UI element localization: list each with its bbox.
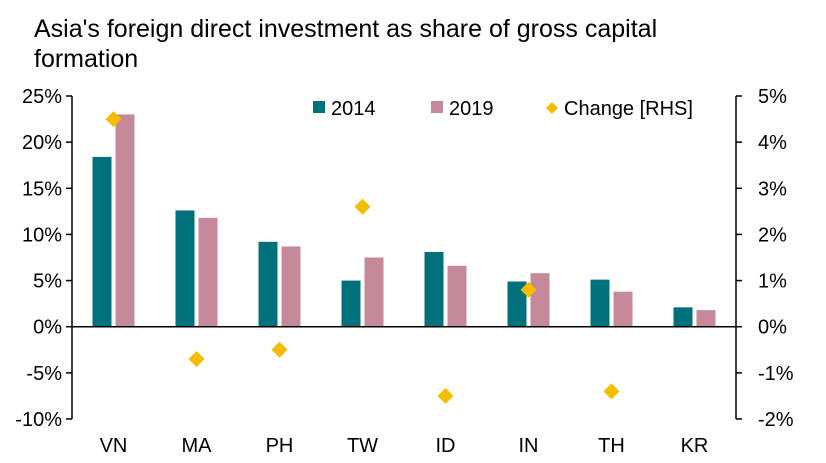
bar-2019-MA xyxy=(198,217,218,327)
left-axis-tick-label: 10% xyxy=(22,224,62,246)
bar-2014-MA xyxy=(175,210,195,327)
change-marker-IN xyxy=(520,281,537,298)
bars xyxy=(92,114,716,327)
bar-2019-KR xyxy=(696,310,716,327)
x-axis-labels: VN MA PH TW ID IN TH KR xyxy=(100,435,709,457)
x-axis-label-ID: ID xyxy=(436,435,456,457)
change-marker-TW xyxy=(354,198,371,215)
chart-title: Asia's foreign direct investment as shar… xyxy=(34,15,658,73)
bar-2014-VN xyxy=(92,156,112,327)
left-axis-tick-label: -5% xyxy=(26,363,62,385)
bar-2019-ID xyxy=(447,265,467,327)
change-marker-TH xyxy=(603,383,620,400)
bar-2019-VN xyxy=(115,114,135,327)
right-axis-tick-label: 0% xyxy=(758,317,787,339)
bar-2014-IN xyxy=(507,281,527,327)
left-axis-tick-label: 25% xyxy=(22,86,62,108)
change-markers xyxy=(105,111,620,404)
right-axis-tick-label: 3% xyxy=(758,178,787,200)
bar-2014-ID xyxy=(424,251,444,327)
change-marker-PH xyxy=(271,341,288,358)
legend-marker-change xyxy=(546,102,558,114)
x-axis-label-MA: MA xyxy=(182,435,213,457)
bar-2019-IN xyxy=(530,273,550,327)
bar-2014-PH xyxy=(258,241,278,327)
legend: 2014 2019 Change [RHS] xyxy=(313,98,693,120)
right-axis-tick-label: -1% xyxy=(758,363,794,385)
bar-2019-TW xyxy=(364,257,384,327)
bar-2014-TH xyxy=(590,279,610,327)
left-axis-tick-label: 0% xyxy=(33,317,62,339)
bar-2014-KR xyxy=(673,307,693,327)
left-axis-tick-label: 15% xyxy=(22,178,62,200)
legend-swatch-2019 xyxy=(431,101,443,113)
x-axis-label-TW: TW xyxy=(347,435,378,457)
change-marker-VN xyxy=(105,111,122,128)
x-axis-label-TH: TH xyxy=(598,435,625,457)
legend-label-2014: 2014 xyxy=(331,98,376,120)
x-axis-label-IN: IN xyxy=(519,435,539,457)
bar-2019-PH xyxy=(281,246,301,327)
right-axis-tick-label: 1% xyxy=(758,271,787,293)
right-axis: -2% -1% 0% 1% 2% 3% 4% 5% xyxy=(735,86,794,431)
right-axis-tick-label: 5% xyxy=(758,86,787,108)
x-axis-label-VN: VN xyxy=(100,435,128,457)
right-axis-tick-label: -2% xyxy=(758,409,794,431)
change-marker-MA xyxy=(188,351,205,368)
left-axis-tick-label: 5% xyxy=(33,271,62,293)
x-axis-label-PH: PH xyxy=(266,435,294,457)
bar-2019-TH xyxy=(613,291,633,327)
right-axis-tick-label: 2% xyxy=(758,224,787,246)
left-axis-tick-label: 20% xyxy=(22,132,62,154)
legend-swatch-2014 xyxy=(313,101,325,113)
left-axis-tick-label: -10% xyxy=(15,409,62,431)
legend-label-Change [RHS]: Change [RHS] xyxy=(564,98,693,120)
right-axis-tick-label: 4% xyxy=(758,132,787,154)
change-marker-ID xyxy=(437,387,454,404)
bar-2014-TW xyxy=(341,280,361,327)
left-axis: -10% -5% 0% 5% 10% 15% 20% 25% xyxy=(15,86,73,431)
x-axis-label-KR: KR xyxy=(681,435,709,457)
legend-label-2019: 2019 xyxy=(449,98,494,120)
